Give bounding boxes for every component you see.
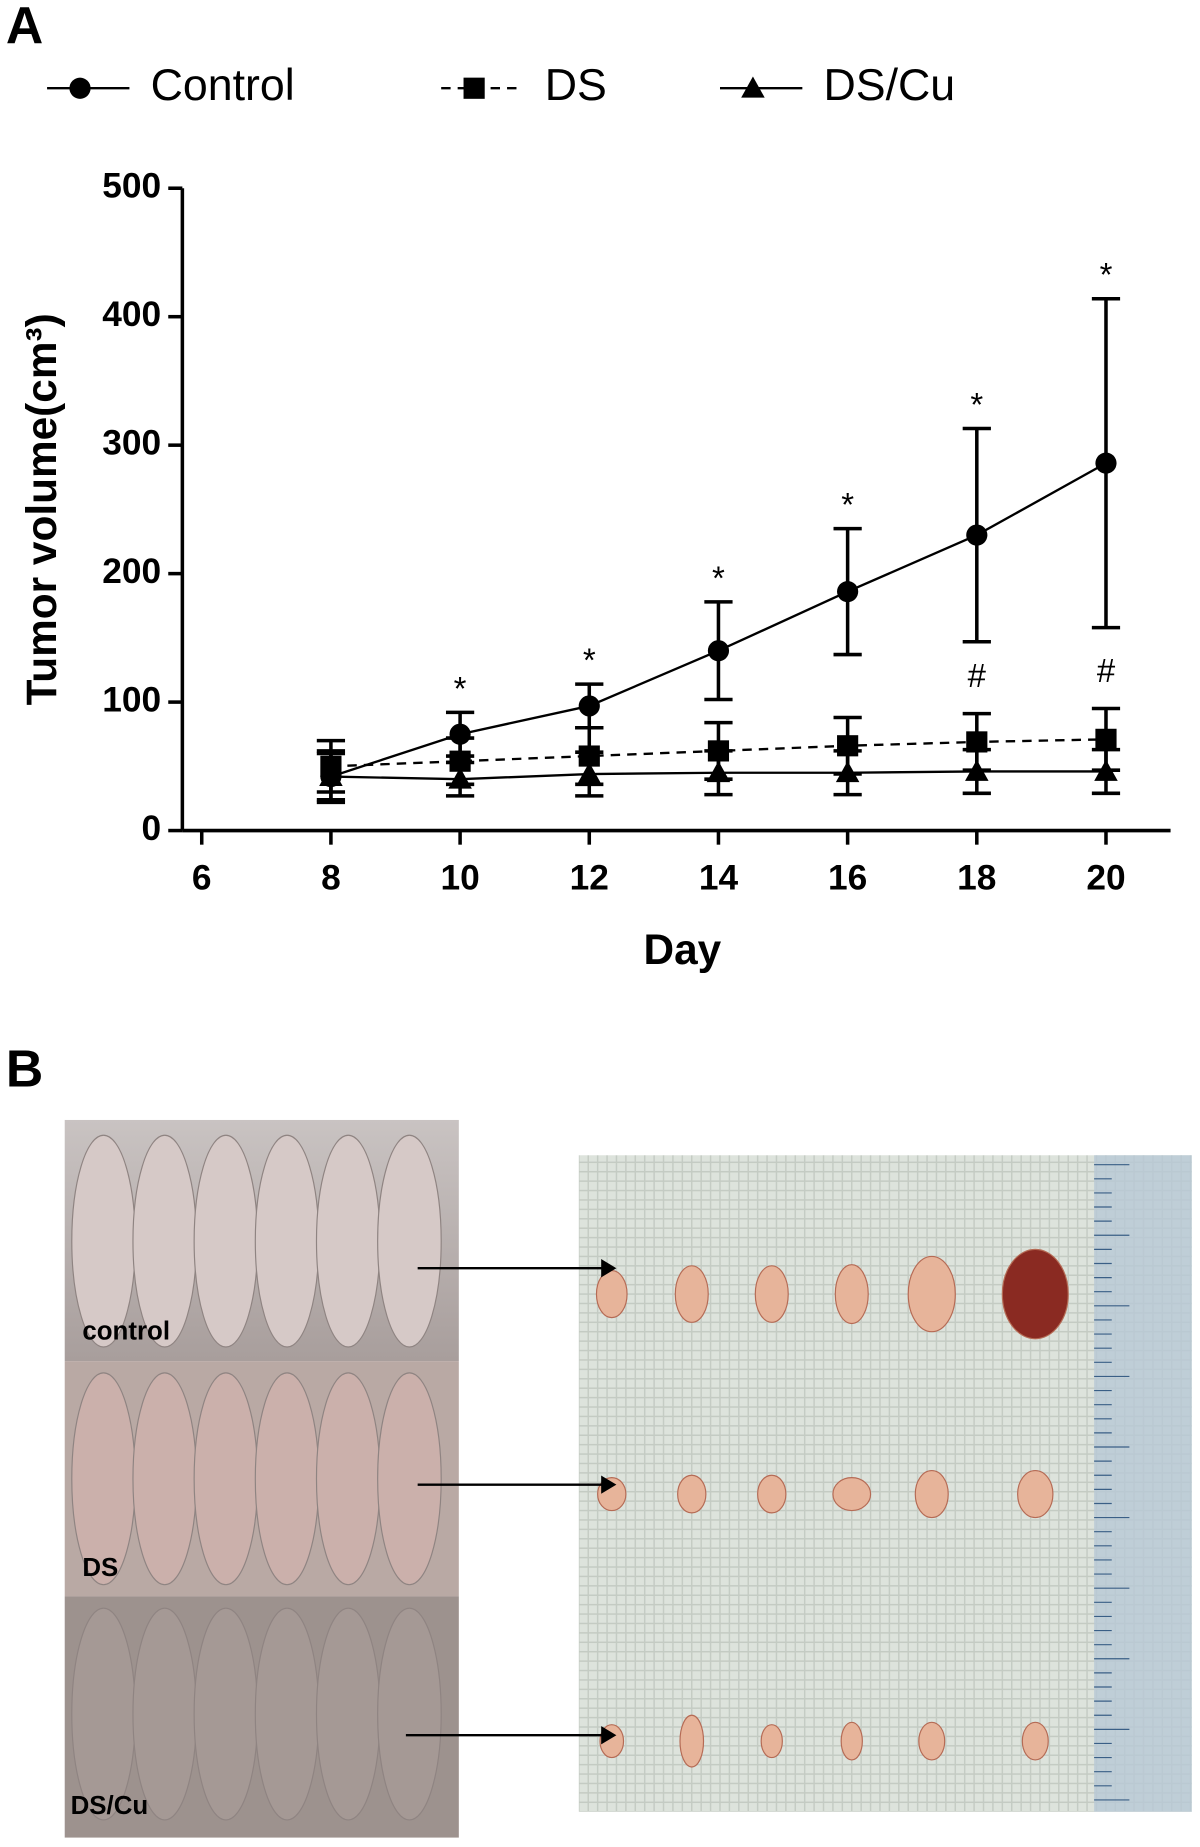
mouse: [377, 1372, 442, 1586]
x-tick-label: 12: [570, 858, 609, 897]
annotation: *: [454, 670, 467, 707]
tumor: [754, 1265, 789, 1323]
x-tick-label: 6: [192, 858, 212, 897]
marker: [578, 695, 600, 717]
x-tick-label: 10: [440, 858, 479, 897]
plot: 0 100 200 300 400 500 6 8 10 12 14 16 18 20 * * * * * * # # Co…: [47, 61, 1171, 897]
arrow-head: [601, 1475, 617, 1494]
tumor: [677, 1474, 707, 1514]
marker: [706, 760, 731, 783]
mouse: [132, 1372, 198, 1586]
marker: [463, 77, 485, 99]
tumor: [679, 1714, 705, 1768]
mouse: [71, 1372, 136, 1586]
mouse: [193, 1372, 259, 1586]
legend-label: DS/Cu: [824, 61, 956, 110]
x-tick-label: 8: [321, 858, 341, 897]
marker: [966, 731, 988, 753]
tumor: [832, 1477, 872, 1512]
mouse: [315, 1134, 381, 1348]
panel-label: A: [6, 0, 43, 54]
arrow-head: [601, 1726, 617, 1745]
ruler: [1094, 1155, 1192, 1812]
tumors: [595, 1248, 1069, 1768]
annotation: *: [712, 559, 725, 596]
panel-label: B: [6, 1040, 43, 1098]
marker: [837, 581, 859, 603]
tumor-photo: [578, 1155, 1192, 1812]
x-axis-label: Day: [644, 926, 722, 973]
marker: [966, 524, 988, 546]
marker: [69, 77, 91, 99]
mouse: [377, 1607, 442, 1821]
tumor: [760, 1724, 783, 1759]
mouse: [254, 1372, 320, 1586]
marker: [741, 76, 765, 98]
tumor: [674, 1265, 709, 1323]
tumor: [595, 1269, 628, 1319]
annotation: *: [970, 386, 983, 423]
y-axis-label: Tumor volume(cm³): [18, 313, 65, 705]
tumor: [1017, 1469, 1054, 1519]
photo-label: DS/Cu: [71, 1792, 149, 1820]
legend-label: DS: [545, 61, 607, 110]
marker: [707, 640, 730, 662]
mouse: [254, 1134, 320, 1348]
y-tick-label: 200: [102, 552, 161, 591]
marker: [1094, 759, 1118, 781]
mouse: [315, 1372, 381, 1586]
legend-label: Control: [151, 61, 295, 110]
mice: [71, 1134, 442, 1821]
tumor: [1021, 1721, 1049, 1761]
x-tick-label: 16: [828, 858, 867, 897]
mouse: [71, 1607, 136, 1821]
x-tick-label: 14: [699, 858, 739, 897]
photo-label: control: [82, 1318, 170, 1346]
mouse: [71, 1134, 136, 1348]
tumor: [918, 1721, 946, 1761]
arrows: [405, 1259, 617, 1745]
marker: [1095, 452, 1117, 474]
marker: [1095, 728, 1117, 750]
tumor: [1001, 1248, 1069, 1340]
mouse-photo: control DS DS/Cu: [64, 1119, 459, 1838]
tumor: [840, 1721, 863, 1761]
mouse: [315, 1607, 381, 1821]
y-tick-label: 500: [102, 167, 161, 206]
annotation: #: [1097, 652, 1116, 689]
x-tick-label: 20: [1086, 858, 1125, 897]
marker: [319, 764, 343, 787]
tumor: [914, 1469, 949, 1519]
photo-label: DS: [82, 1554, 118, 1582]
marker: [835, 760, 860, 783]
marker: [965, 759, 989, 781]
x-tick-label: 18: [957, 858, 996, 897]
annotation: *: [841, 486, 854, 523]
y-tick-label: 300: [102, 423, 161, 462]
tumor: [907, 1255, 956, 1333]
marker: [577, 762, 602, 784]
y-tick-label: 100: [102, 680, 161, 719]
marker: [448, 767, 472, 789]
mouse: [193, 1134, 259, 1348]
arrow-head: [601, 1259, 617, 1278]
y-tick-label: 400: [102, 295, 161, 334]
mouse: [254, 1607, 320, 1821]
ruler-ticks: [1094, 1164, 1130, 1801]
tumor: [757, 1474, 787, 1514]
mouse: [377, 1134, 442, 1348]
mouse: [193, 1607, 259, 1821]
annotation: *: [583, 642, 596, 679]
annotation: *: [1100, 256, 1113, 293]
mouse: [132, 1134, 198, 1348]
annotation: #: [968, 657, 987, 694]
mouse: [132, 1607, 198, 1821]
tumor: [834, 1264, 869, 1325]
y-tick-label: 0: [142, 809, 162, 848]
